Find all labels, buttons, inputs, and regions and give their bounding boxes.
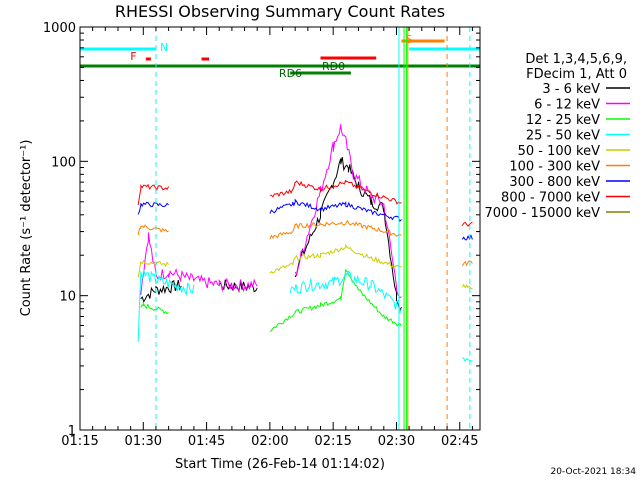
legend-label-1: 6 - 12 keV [534,98,600,113]
legend-label-6: 300 - 800 keV [509,175,600,190]
series-line-2 [140,268,402,332]
annotation-f: F [130,50,136,63]
y-tick-label: 1 [68,424,76,439]
y-axis-label: Count Rate (s⁻¹ detector⁻¹) [19,140,34,317]
timestamp: 20-Oct-2021 18:34 [551,467,637,477]
x-tick-label: 02:15 [314,434,351,449]
y-tick-label: 100 [51,155,76,170]
annotation-rd0: RD0 [322,60,345,73]
legend-header-detectors: Det 1,3,4,5,6,9, [525,52,627,67]
legend-label-5: 100 - 300 keV [509,160,600,175]
x-axis-label: Start Time (26-Feb-14 01:14:02) [175,457,385,472]
x-tick-label: 01:15 [61,434,98,449]
y-tick-label: 1000 [43,21,76,36]
annotation-rd6: RD6 [279,67,302,80]
x-tick-label: 01:45 [188,434,225,449]
legend-label-7: 800 - 7000 keV [501,191,600,206]
series-line-6 [137,198,473,241]
x-tick-label: 02:45 [441,434,478,449]
series-line-7 [137,179,473,227]
series-line-5 [137,219,473,267]
x-tick-label: 01:30 [125,434,162,449]
plot-frame [79,26,481,431]
x-tick-label: 02:30 [378,434,415,449]
chart-title: RHESSI Observing Summary Count Rates [115,2,445,21]
legend-label-0: 3 - 6 keV [542,82,600,97]
annotation-s: S [406,33,413,46]
legend-label-2: 12 - 25 keV [526,113,600,128]
legend-label-8: 7000 - 15000 keV [485,206,601,221]
series-line-4 [137,243,473,290]
annotation-n: N [160,41,168,54]
series-line-3 [137,270,473,363]
legend-label-3: 25 - 50 keV [526,129,600,144]
y-tick-label: 10 [59,290,76,305]
x-tick-label: 02:00 [251,434,288,449]
legend-label-4: 50 - 100 keV [518,144,601,159]
legend-header-decimation: FDecim 1, Att 0 [526,67,627,82]
